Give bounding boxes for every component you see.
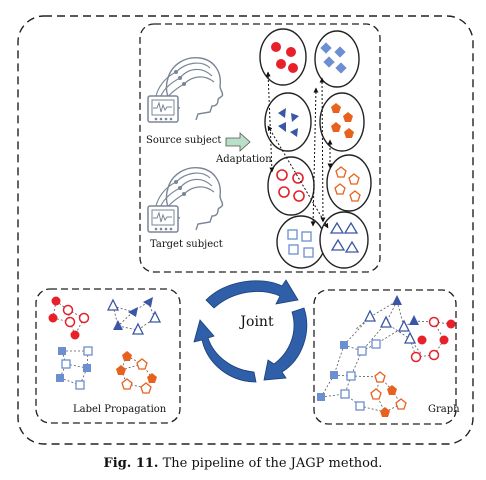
adaptation-panel: [139, 23, 381, 273]
graph-panel: [313, 289, 457, 425]
adaptation-arrow: [225, 132, 251, 152]
label-propagation-graph: [48, 296, 162, 394]
cluster-blue-triangles-filled: [264, 92, 312, 152]
cluster-blue-squares-outline: [276, 215, 326, 269]
target-subject-label: Target subject: [150, 239, 223, 250]
cluster-orange-pentagons-filled: [319, 92, 365, 152]
graph-label: Graph: [428, 404, 460, 415]
label-propagation-label: Label Propagation: [73, 404, 167, 415]
alignment-arrows: [265, 71, 333, 229]
cluster-orange-pentagons-outline: [326, 154, 372, 212]
joint-cycle-arrows: [193, 279, 308, 383]
source-subject-label: Source subject: [146, 135, 221, 146]
outer-frame: [17, 15, 474, 445]
cluster-blue-squares-filled: [314, 30, 360, 88]
cluster-blue-triangles-outline: [319, 211, 369, 269]
cluster-red-circles-filled: [259, 28, 307, 86]
adaptation-label: Adaptation: [215, 154, 272, 165]
joint-label: Joint: [238, 314, 274, 330]
label-propagation-panel: [35, 288, 181, 424]
target-subject-icon: [147, 166, 224, 233]
figure-number: Fig. 11.: [103, 456, 159, 471]
figure-caption: Fig. 11. The pipeline of the JAGP method…: [0, 456, 486, 471]
graph-network: [317, 295, 456, 417]
source-subject-icon: [147, 56, 224, 123]
caption-text: The pipeline of the JAGP method.: [162, 456, 383, 471]
